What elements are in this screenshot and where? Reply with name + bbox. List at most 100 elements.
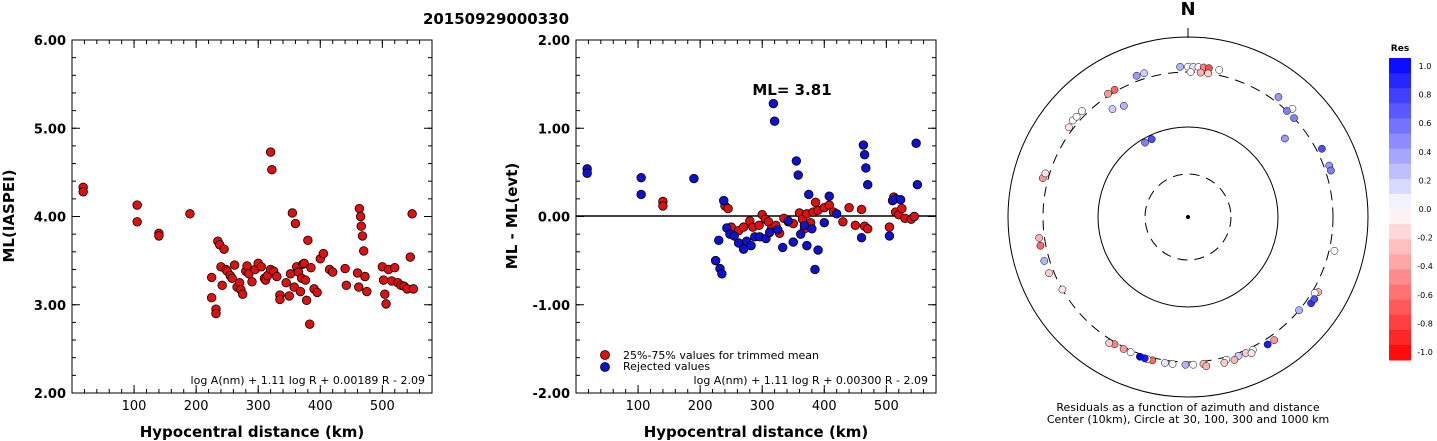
data-point <box>354 282 364 292</box>
data-point <box>357 231 368 241</box>
figure-title: 20150929000330 <box>423 10 569 28</box>
residual-point <box>1035 234 1044 242</box>
data-point <box>354 203 365 214</box>
y-tick-label: 3.00 <box>34 299 66 314</box>
colorbar-segment <box>1389 88 1411 104</box>
data-point <box>897 203 907 214</box>
data-point <box>831 209 842 219</box>
x-tick-label: 100 <box>122 399 147 414</box>
middle-axis-ticks: 100 200 300 400 500 -2.00 -1.00 0.00 1.00 2.00 <box>533 34 937 414</box>
data-point <box>295 286 306 297</box>
residual-point <box>1045 269 1053 278</box>
data-point <box>359 246 369 256</box>
data-point <box>777 242 788 253</box>
data-point <box>861 163 871 173</box>
data-point <box>303 235 313 246</box>
residual-point <box>1274 93 1283 101</box>
left-y-axis-label: ML(IASPEI) <box>0 169 18 262</box>
data-point <box>723 203 733 214</box>
colorbar-segment <box>1389 299 1411 316</box>
y-tick-label: 0.00 <box>538 211 570 226</box>
y-tick-label: 1.00 <box>538 122 570 137</box>
x-tick-label: 300 <box>246 399 271 414</box>
residual-point <box>1065 123 1073 132</box>
residual-point <box>1318 144 1326 153</box>
data-point <box>306 262 316 273</box>
middle-formula: log A(nm) + 1.11 log R + 0.00300 R - 2.0… <box>694 374 928 387</box>
data-point <box>340 263 350 274</box>
residual-point <box>1119 102 1128 110</box>
left-points <box>78 147 419 329</box>
data-point <box>219 244 229 254</box>
data-point <box>327 267 338 277</box>
polar-points <box>1035 62 1339 371</box>
data-point <box>229 260 240 270</box>
data-point <box>689 173 699 184</box>
residual-point <box>1196 68 1205 77</box>
colorbar-segment <box>1389 118 1411 134</box>
data-point <box>810 264 820 275</box>
colorbar-segment <box>1389 193 1411 210</box>
residual-point <box>1310 295 1319 303</box>
left-plot-frame <box>71 39 433 394</box>
data-point <box>768 98 779 109</box>
colorbar-segment <box>1389 148 1411 165</box>
data-point <box>206 292 217 303</box>
colorbar-segment <box>1389 209 1411 225</box>
data-point <box>132 200 142 210</box>
data-point <box>858 140 869 150</box>
colorbar-segment <box>1389 103 1411 119</box>
data-point <box>301 295 312 306</box>
residual-point <box>1119 345 1128 353</box>
colorbar-segment <box>1389 254 1411 270</box>
polar-caption-line1: Residuals as a function of azimuth and d… <box>1056 401 1319 414</box>
colorbar-tick-label: -0.2 <box>1417 234 1433 243</box>
epicenter-dot <box>1186 215 1190 219</box>
data-point <box>738 222 749 232</box>
data-point <box>211 308 221 319</box>
residual-point <box>1181 360 1190 369</box>
data-point <box>408 284 419 294</box>
residual-point <box>1078 107 1086 115</box>
middle-x-axis-label: Hypocentral distance (km) <box>644 423 869 441</box>
colorbar-segment <box>1389 314 1411 331</box>
left-panel: 100 200 300 400 500 2.00 3.00 4.00 5.00 6.00 ML(I… <box>0 34 433 441</box>
data-point <box>312 287 322 298</box>
residual-point <box>1220 358 1229 367</box>
residual-point <box>1204 69 1213 78</box>
data-point <box>390 262 400 273</box>
x-tick-label: 500 <box>874 399 899 414</box>
ml-annotation: ML= 3.81 <box>752 81 831 99</box>
data-point <box>275 294 285 305</box>
residual-point <box>1141 138 1149 147</box>
data-point <box>217 280 227 291</box>
ring-100km <box>1097 126 1279 308</box>
colorbar-segment <box>1389 344 1411 361</box>
data-point <box>300 275 311 285</box>
residual-point <box>1132 71 1141 80</box>
middle-panel: 100 200 300 400 500 -2.00 -1.00 0.00 1.00 2.00 ML… <box>503 34 937 441</box>
residual-point <box>1136 352 1144 361</box>
residual-point <box>1283 107 1291 115</box>
residual-point <box>1161 359 1169 367</box>
colorbar-segment <box>1389 163 1411 180</box>
data-point <box>378 275 389 285</box>
left-x-axis-label: Hypocentral distance (km) <box>140 423 365 441</box>
data-point <box>895 195 906 205</box>
legend-marker-rejected <box>600 362 610 372</box>
colorbar-segment <box>1389 73 1411 89</box>
left-axis-ticks: 100 200 300 400 500 2.00 3.00 4.00 5.00 6.00 <box>34 34 433 414</box>
legend-marker-trimmed <box>600 350 610 360</box>
data-point <box>710 255 721 266</box>
data-point <box>754 220 764 231</box>
data-point <box>884 222 895 232</box>
data-point <box>802 240 812 251</box>
colorbar-tick-label: 0.8 <box>1419 91 1432 100</box>
colorbar-tick-label: 0.0 <box>1419 205 1432 214</box>
y-tick-label: -1.00 <box>533 299 570 314</box>
data-point <box>267 165 277 175</box>
residual-point <box>1126 348 1135 357</box>
data-point <box>773 225 783 235</box>
x-tick-label: 100 <box>626 399 651 414</box>
